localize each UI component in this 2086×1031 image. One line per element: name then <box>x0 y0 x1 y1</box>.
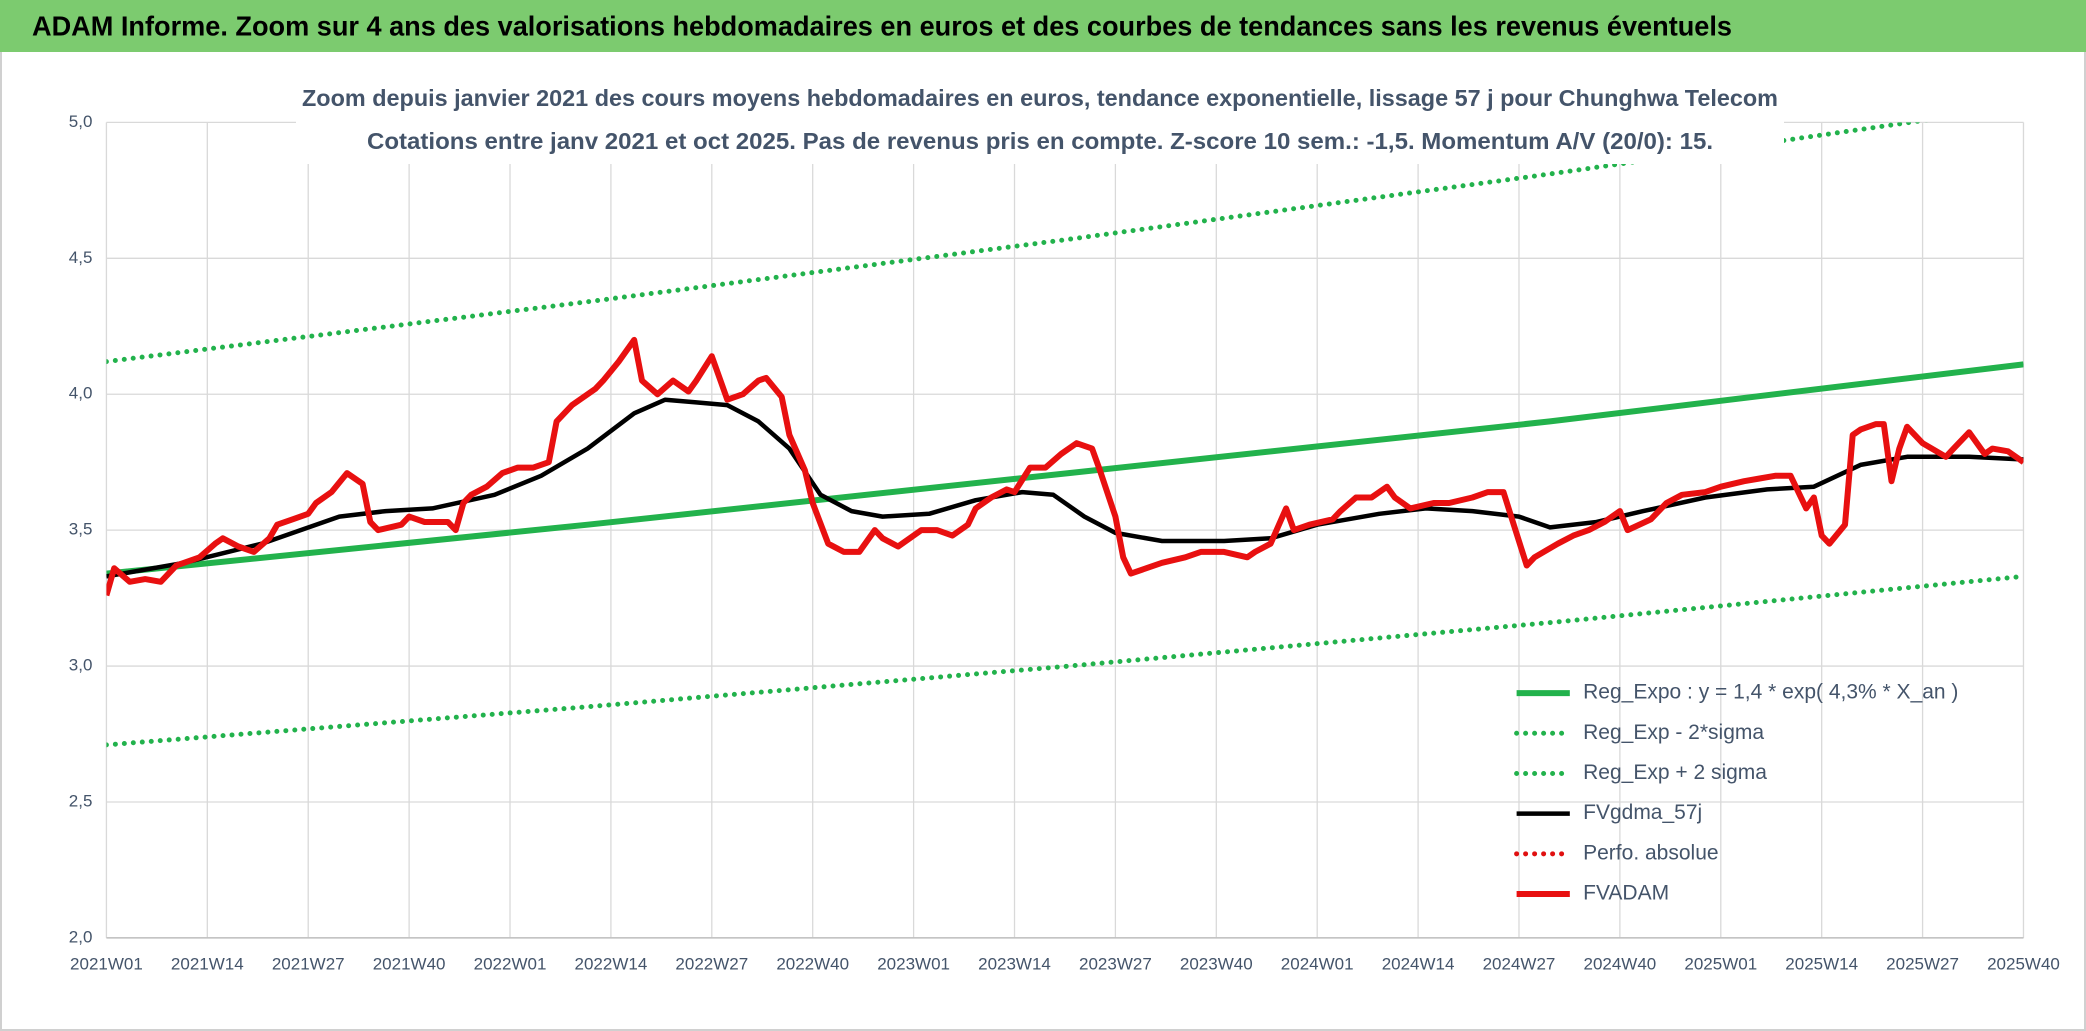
chart-title: ADAM Informe. Zoom sur 4 ans des valoris… <box>32 10 1732 41</box>
x-tick-label: 2022W01 <box>474 954 547 973</box>
legend-label: Reg_Exp - 2*sigma <box>1583 721 1764 744</box>
y-tick-label: 2,0 <box>69 927 93 946</box>
y-tick-label: 2,5 <box>69 791 93 810</box>
subtitle: Cotations entre janv 2021 et oct 2025. P… <box>367 128 1713 154</box>
legend-label: Reg_Exp + 2 sigma <box>1583 761 1767 784</box>
x-tick-label: 2024W27 <box>1483 954 1556 973</box>
title-bar <box>0 0 2086 52</box>
x-tick-label: 2022W14 <box>575 954 648 973</box>
x-tick-label: 2023W14 <box>978 954 1051 973</box>
x-tick-label: 2025W40 <box>1987 954 2060 973</box>
x-tick-label: 2021W14 <box>171 954 244 973</box>
y-tick-label: 4,5 <box>69 248 93 267</box>
x-tick-label: 2022W40 <box>776 954 849 973</box>
subtitle-box <box>296 78 1784 164</box>
legend-label: Perfo. absolue <box>1583 841 1718 864</box>
x-tick-label: 2023W27 <box>1079 954 1152 973</box>
x-tick-label: 2024W40 <box>1583 954 1656 973</box>
y-tick-label: 3,5 <box>69 520 93 539</box>
x-tick-label: 2022W27 <box>675 954 748 973</box>
legend-label: FVADAM <box>1583 882 1669 905</box>
series-line <box>106 122 1928 365</box>
x-tick-label: 2025W01 <box>1684 954 1757 973</box>
x-tick-label: 2025W14 <box>1785 954 1858 973</box>
y-tick-label: 4,0 <box>69 384 93 403</box>
x-tick-label: 2021W40 <box>373 954 446 973</box>
series-line <box>106 361 2024 577</box>
y-tick-label: 3,0 <box>69 656 93 675</box>
legend-label: FVgdma_57j <box>1583 801 1702 824</box>
x-tick-label: 2025W27 <box>1886 954 1959 973</box>
legend-label: Reg_Expo : y = 1,4 * exp( 4,3% * X_an ) <box>1583 681 1958 704</box>
x-tick-label: 2021W27 <box>272 954 345 973</box>
y-tick-label: 5,0 <box>69 112 93 131</box>
series-line <box>106 573 2024 748</box>
x-tick-label: 2023W40 <box>1180 954 1253 973</box>
x-tick-label: 2021W01 <box>70 954 143 973</box>
subtitle: Zoom depuis janvier 2021 des cours moyen… <box>302 85 1778 111</box>
x-tick-label: 2024W14 <box>1382 954 1455 973</box>
series-line <box>106 397 2024 579</box>
series-line <box>106 336 2024 597</box>
x-tick-label: 2023W01 <box>877 954 950 973</box>
x-tick-label: 2024W01 <box>1281 954 1354 973</box>
